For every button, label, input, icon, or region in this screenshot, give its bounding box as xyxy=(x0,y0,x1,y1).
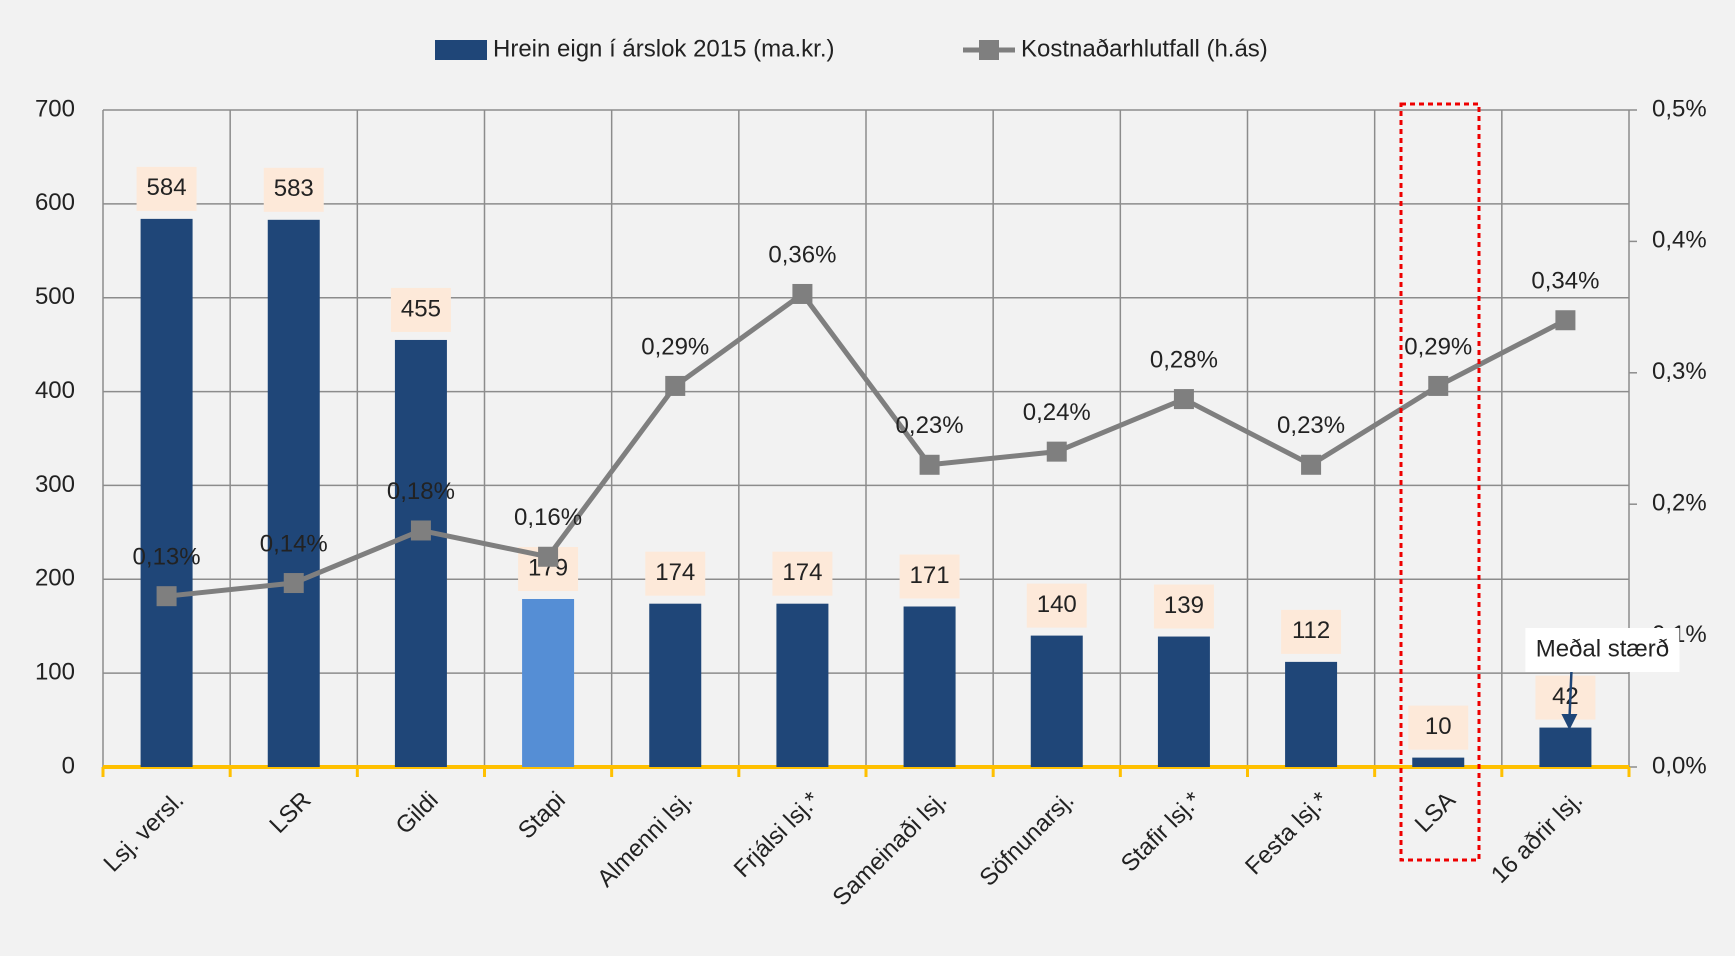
chart-area xyxy=(10,10,1725,946)
line-marker xyxy=(1428,375,1449,396)
bar-label-bg xyxy=(1281,609,1342,654)
bar-label: 140 xyxy=(1037,591,1077,618)
bar-label-bg xyxy=(390,287,451,332)
annotation-arrowhead xyxy=(1561,714,1578,730)
line-label: 0,28% xyxy=(1150,346,1218,373)
line-label: 0,18% xyxy=(387,478,455,505)
annotation: Meðal stærð xyxy=(1536,635,1669,662)
bar-label: 583 xyxy=(274,175,314,202)
y-tick-label: 0 xyxy=(62,752,75,779)
y2-tick-label: 0,0% xyxy=(1652,752,1707,779)
annotation-arrow xyxy=(1568,671,1573,721)
bar xyxy=(1157,636,1210,767)
bar xyxy=(776,603,829,767)
bar-label: 455 xyxy=(401,295,441,322)
y2-tick-label: 0,3% xyxy=(1652,358,1707,385)
bar-label: 139 xyxy=(1164,592,1204,619)
bar-label: 10 xyxy=(1425,713,1452,740)
line-marker xyxy=(665,375,686,396)
line-marker xyxy=(283,573,304,594)
line-label: 0,29% xyxy=(1404,333,1472,360)
line-label: 0,34% xyxy=(1531,268,1599,295)
bar-label: 174 xyxy=(782,559,822,586)
bar-label: 584 xyxy=(147,174,187,201)
y-tick-label: 500 xyxy=(35,283,75,310)
bar-label: 42 xyxy=(1552,683,1579,710)
y-tick-label: 600 xyxy=(35,189,75,216)
line-marker xyxy=(1301,454,1322,475)
line-label: 0,23% xyxy=(1277,412,1345,439)
line-label: 0,24% xyxy=(1023,399,1091,426)
y2-tick-label: 0,2% xyxy=(1652,490,1707,517)
line-label: 0,23% xyxy=(896,412,964,439)
annotation-box xyxy=(1525,628,1680,672)
line-label: 0,36% xyxy=(768,241,836,268)
bar-label-bg xyxy=(772,551,833,596)
bar-label: 112 xyxy=(1292,617,1330,644)
y-tick-label: 400 xyxy=(35,377,75,404)
bar xyxy=(267,219,320,767)
bar-label-bg xyxy=(645,551,706,596)
line-label: 0,13% xyxy=(133,544,201,571)
legend-swatch xyxy=(435,40,487,60)
line-label: 0,16% xyxy=(514,504,582,531)
bar-label: 171 xyxy=(910,562,950,589)
bar xyxy=(1539,727,1592,767)
bar-label-bg xyxy=(1535,675,1596,720)
y-tick-label: 200 xyxy=(35,565,75,592)
line-marker xyxy=(1555,310,1576,331)
bar xyxy=(1030,635,1083,767)
line-marker xyxy=(1046,441,1067,462)
legend-label: Hrein eign í árslok 2015 (ma.kr.) xyxy=(493,35,834,62)
line-marker xyxy=(538,546,559,567)
bar-label-bg xyxy=(899,554,960,599)
line-marker xyxy=(156,586,177,607)
line-marker xyxy=(1173,389,1194,410)
y-tick-label: 300 xyxy=(35,471,75,498)
line-label: 0,29% xyxy=(641,333,709,360)
y2-tick-label: 0,5% xyxy=(1652,95,1707,122)
line-marker xyxy=(410,520,431,541)
y-tick-label: 100 xyxy=(35,658,75,685)
bar-label: 174 xyxy=(655,559,695,586)
highlight-box xyxy=(1399,102,1481,862)
y2-tick-label: 0,4% xyxy=(1652,227,1707,254)
line-marker xyxy=(792,283,813,304)
bar-label-bg xyxy=(136,166,197,211)
bar-label-bg xyxy=(1408,705,1469,750)
line xyxy=(166,290,1567,599)
legend-label: Kostnaðarhlutfall (h.ás) xyxy=(1021,35,1268,62)
line-marker xyxy=(919,454,940,475)
bar-label-bg xyxy=(1153,584,1214,629)
bar xyxy=(903,606,956,767)
bar xyxy=(522,598,575,767)
y-tick-label: 700 xyxy=(35,95,75,122)
bar xyxy=(394,339,447,767)
bar xyxy=(140,218,193,768)
bar-label-bg xyxy=(1026,583,1087,628)
legend-marker xyxy=(979,40,999,60)
bar xyxy=(1285,661,1338,767)
bar-label-bg xyxy=(263,167,324,212)
line-label: 0,14% xyxy=(260,530,328,557)
bar xyxy=(1412,757,1465,767)
bar xyxy=(649,603,702,767)
